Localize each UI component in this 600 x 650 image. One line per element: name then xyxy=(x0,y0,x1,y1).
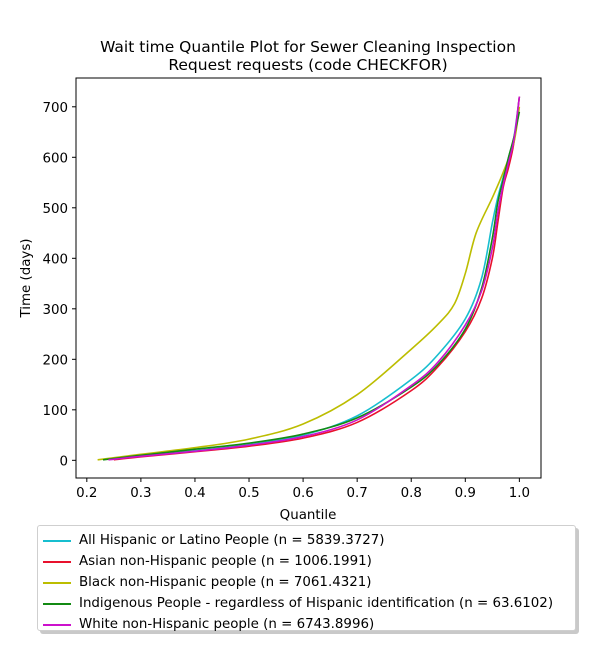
legend-label: Indigenous People - regardless of Hispan… xyxy=(79,596,554,611)
y-tick-label: 700 xyxy=(42,101,68,116)
y-axis: 0 100 200 300 400 500 600 700 xyxy=(42,101,76,469)
legend-label: Asian non-Hispanic people (n = 1006.1991… xyxy=(79,554,372,569)
legend-item-2: Asian non-Hispanic people (n = 1006.1991… xyxy=(38,551,575,572)
x-tick-label: 0.5 xyxy=(238,486,259,501)
series-line-3 xyxy=(97,106,521,461)
x-tick-label: 0.3 xyxy=(130,486,151,501)
legend-swatch xyxy=(43,581,71,584)
x-tick-label: 0.9 xyxy=(455,486,476,501)
x-tick-label: 1.0 xyxy=(509,486,530,501)
y-tick-label: 500 xyxy=(42,202,68,217)
legend: All Hispanic or Latino People (n = 5839.… xyxy=(37,525,576,632)
legend-swatch xyxy=(43,602,71,605)
x-axis: 0.2 0.3 0.4 0.5 0.6 0.7 0.8 0.9 1.0 xyxy=(76,478,530,501)
legend-item-1: All Hispanic or Latino People (n = 5839.… xyxy=(38,530,575,551)
y-tick-label: 600 xyxy=(42,151,68,166)
plot-frame xyxy=(75,77,542,479)
y-axis-label: Time (days) xyxy=(19,238,34,318)
legend-item-4: Indigenous People - regardless of Hispan… xyxy=(38,593,575,614)
plot-area xyxy=(76,78,541,478)
series-line-5 xyxy=(108,96,521,461)
x-tick-label: 0.4 xyxy=(184,486,205,501)
legend-swatch xyxy=(43,539,71,542)
y-tick-label: 400 xyxy=(42,252,68,267)
legend-swatch xyxy=(43,623,71,626)
series-line-4 xyxy=(102,111,521,461)
y-tick-label: 200 xyxy=(42,353,68,368)
legend-item-5: White non-Hispanic people (n = 6743.8996… xyxy=(38,614,575,635)
chart-title-line-2: Request requests (code CHECKFOR) xyxy=(168,56,447,74)
legend-label: All Hispanic or Latino People (n = 5839.… xyxy=(79,533,385,548)
legend-item-3: Black non-Hispanic people (n = 7061.4321… xyxy=(38,572,575,593)
x-axis-label: Quantile xyxy=(280,508,337,523)
series-layer xyxy=(97,96,521,461)
x-tick-label: 0.6 xyxy=(292,486,313,501)
legend-label: Black non-Hispanic people (n = 7061.4321… xyxy=(79,575,372,590)
x-tick-label: 0.8 xyxy=(401,486,422,501)
y-tick-label: 300 xyxy=(42,303,68,318)
legend-swatch xyxy=(43,560,71,563)
y-tick-label: 0 xyxy=(59,454,68,469)
legend-label: White non-Hispanic people (n = 6743.8996… xyxy=(79,617,375,632)
chart-title-line-1: Wait time Quantile Plot for Sewer Cleani… xyxy=(100,38,516,56)
x-tick-label: 0.7 xyxy=(347,486,368,501)
y-tick-label: 100 xyxy=(42,404,68,419)
x-tick-label: 0.2 xyxy=(76,486,97,501)
